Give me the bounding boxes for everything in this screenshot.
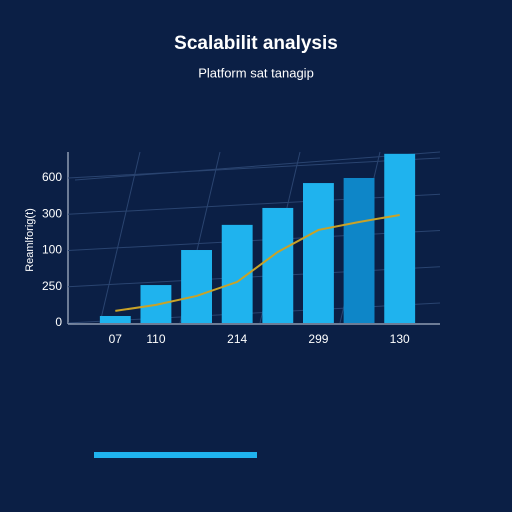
trend-line (115, 213, 400, 312)
bar (384, 153, 416, 323)
y-tick-label: 250 (42, 279, 62, 293)
grid-line (67, 193, 441, 215)
y-tick-label: 100 (42, 243, 62, 257)
bar (262, 207, 294, 323)
chart-subtitle: Platform sat tanagip (198, 65, 314, 80)
y-axis-label: Reamlforig(t) (24, 208, 36, 272)
x-tick-label: 130 (390, 332, 410, 346)
grid-line (67, 157, 441, 179)
bar (181, 250, 212, 323)
x-tick-label: 214 (227, 332, 247, 346)
y-tick-label: 300 (42, 206, 62, 220)
x-tick-label: 07 (109, 332, 123, 346)
bar (303, 183, 334, 323)
y-tick-label: 600 (42, 170, 62, 184)
x-tick-label: 299 (308, 332, 328, 346)
chart-title: Scalabilit analysis (174, 33, 338, 54)
bar (99, 315, 131, 323)
y-tick-label: 0 (55, 315, 62, 329)
grid-line (67, 266, 441, 288)
decorative-bar (94, 452, 257, 458)
bar (343, 177, 375, 323)
x-tick-label: 110 (146, 332, 165, 346)
grid-line (67, 229, 441, 251)
perspective-line (99, 151, 141, 324)
